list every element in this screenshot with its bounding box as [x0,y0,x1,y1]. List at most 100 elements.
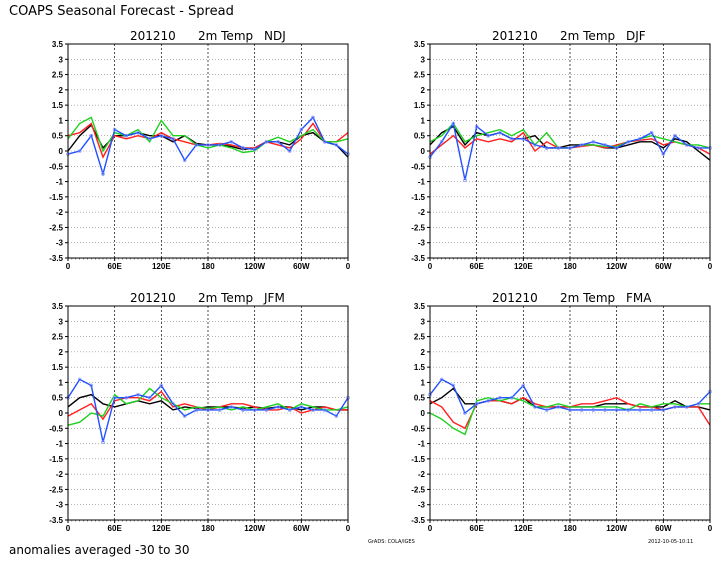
y-tick-label: 1.5 [414,363,426,372]
data-point [533,405,537,409]
y-tick-label: 1.5 [52,101,64,110]
data-point [451,383,456,388]
y-tick-label: 3.5 [52,302,64,311]
x-tick-label: 60W [293,524,310,533]
data-point [136,392,140,397]
panel-title-part: 2m Temp [560,29,615,43]
y-tick-label: 0.5 [52,132,64,141]
data-point [112,395,117,400]
data-point [626,408,631,412]
x-tick-label: 0 [428,262,433,271]
data-point [451,121,456,126]
y-tick-label: -1 [56,440,64,449]
y-tick-label: 1 [421,116,426,125]
data-point [171,402,175,406]
data-point [147,136,152,141]
y-tick-label: -3 [56,501,64,510]
y-tick-label: 3 [421,317,426,326]
y-tick-label: 3.5 [414,302,426,311]
data-point [544,408,549,412]
data-point [673,405,677,409]
data-point [182,158,187,162]
y-tick-label: -2 [418,470,426,479]
timestamp: 2012-10-05-10:11 [648,539,694,545]
data-point [229,405,234,409]
y-tick-label: -2 [56,470,64,479]
data-point [673,133,677,138]
data-point [684,405,689,409]
data-point [194,408,199,412]
data-point [124,133,129,138]
data-point [439,140,444,144]
data-point [252,408,257,412]
y-tick-label: 0.5 [414,132,426,141]
data-point [299,127,304,132]
x-tick-label: 180 [201,262,215,271]
x-tick-label: 120W [244,524,265,533]
data-point [684,143,689,147]
data-point [77,149,82,153]
x-tick-label: 120E [514,524,533,533]
x-tick-label: 0 [708,262,713,271]
data-point [638,136,642,141]
data-point [439,377,444,382]
chart-panel-jfm: 201210 2m Temp JFM 3.5 3 2.5 2 1.5 1 0.5 0 -0.5 -1 -1… [49,291,351,533]
x-tick-label: 0 [66,524,71,533]
y-tick-label: -1.5 [49,455,63,464]
y-tick-label: -3.5 [49,516,63,525]
y-tick-label: -0.5 [411,424,425,433]
data-point [171,136,175,141]
y-tick-label: 0 [421,147,426,156]
data-point [89,133,94,138]
panel-title-part: 2m Temp [198,29,253,43]
data-point [649,408,654,412]
data-point [556,405,561,409]
y-tick-label: 2 [59,348,64,357]
y-tick-label: -2.5 [411,223,425,232]
chart-panel-fma: 201210 2m Temp FMA 3.5 3 2.5 2 1.5 1 0.5 0 -0.5 -1 -1… [411,291,713,533]
plot-frame [429,305,711,521]
data-point [649,130,654,135]
data-point [626,140,631,144]
x-tick-label: 180 [563,524,577,533]
x-tick-label: 60E [470,262,485,271]
y-tick-label: -3.5 [411,254,425,263]
series-line-blue [429,378,711,415]
plot-frame [429,43,711,259]
data-point [136,130,140,135]
data-point [544,146,549,150]
data-point [334,143,339,147]
x-tick-label: 120W [606,262,627,271]
series-line-black [67,393,348,411]
data-point [77,377,82,382]
y-tick-label: 2 [421,348,426,357]
data-point [241,146,245,150]
data-point [322,408,327,412]
data-point [206,143,210,147]
y-tick-label: -3.5 [49,254,63,263]
y-tick-label: 2.5 [414,71,426,80]
y-tick-label: 0 [59,147,64,156]
footer-note: anomalies averaged -30 to 30 [9,543,190,557]
data-point [579,143,584,147]
data-point [661,152,666,156]
x-tick-label: 180 [563,262,577,271]
grads-credit: GrADS: COLA/IGES [368,539,415,545]
y-tick-label: -1.5 [411,193,425,202]
y-tick-label: -2 [418,208,426,217]
x-tick-label: 60E [108,524,123,533]
y-tick-label: 0.5 [414,394,426,403]
chart-panel-djf: 201210 2m Temp DJF 3.5 3 2.5 2 1.5 1 0.5 0 -0.5 -1 -1… [411,29,713,271]
y-tick-label: -3 [418,239,426,248]
y-tick-label: 0 [421,409,426,418]
data-point [603,408,607,412]
data-point [509,136,514,141]
y-tick-label: 0 [59,409,64,418]
y-tick-label: 3.5 [414,40,426,49]
y-tick-label: -1.5 [411,455,425,464]
plot-frame [67,305,349,521]
data-point [241,408,245,412]
series-line-green [67,116,349,154]
series-line-blue [67,116,349,177]
panel-title-part: 2m Temp [560,291,615,305]
